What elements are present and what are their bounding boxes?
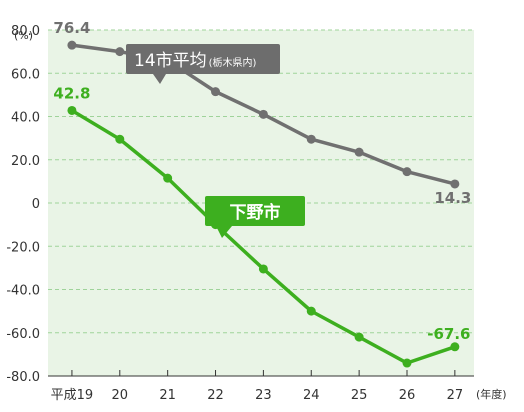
callout-pointer-gray [153, 74, 166, 84]
data-labels: 76.4 14.3 42.8 -67.6 [53, 19, 471, 343]
x-tick-label: 23 [255, 388, 272, 403]
data-label-first: 42.8 [53, 84, 90, 102]
data-point [354, 147, 364, 157]
data-point [115, 134, 125, 144]
x-tick-marks [71, 370, 456, 376]
data-point [402, 358, 412, 368]
series-name-shimotsuke: 下野市 [230, 202, 281, 223]
x-tick-label: 24 [303, 388, 320, 403]
data-point [402, 167, 412, 177]
x-tick-label: 26 [399, 388, 416, 403]
callout-14-city-average: 14市平均 (栃木県内) [126, 44, 280, 84]
data-point [450, 342, 460, 352]
x-unit-label: (年度) [476, 387, 507, 401]
x-tick-label: 25 [351, 388, 368, 403]
data-point [354, 332, 364, 342]
x-tick-label: 20 [112, 388, 129, 403]
x-tick-label: 平成19 [51, 388, 94, 403]
data-point [211, 87, 221, 97]
y-tick-label: 80.0 [11, 24, 40, 39]
x-tick-label: 22 [207, 388, 224, 403]
series-name-14-city: 14市平均 [134, 51, 207, 71]
series-note-tochigi: (栃木県内) [209, 56, 257, 69]
data-point [67, 105, 77, 115]
x-tick-labels: 平成19 20 21 22 23 24 25 26 27 [51, 388, 463, 403]
y-tick-label: -20.0 [6, 240, 40, 255]
callout-pointer-green [216, 226, 232, 238]
x-tick-label: 21 [159, 388, 176, 403]
data-point [258, 264, 268, 274]
callout-box-green [205, 196, 305, 226]
data-label-last: 14.3 [434, 189, 471, 207]
data-label-first: 76.4 [53, 19, 90, 37]
data-label-last: -67.6 [427, 325, 470, 343]
data-point [450, 179, 460, 189]
callout-box-gray [126, 44, 280, 74]
data-point [163, 173, 173, 183]
callout-shimotsuke: 下野市 [205, 196, 305, 238]
y-tick-label: 20.0 [11, 154, 40, 169]
y-tick-label: 0 [32, 197, 40, 212]
y-tick-label: 60.0 [11, 67, 40, 82]
svg-text:14市平均(栃木県内): 14市平均 (栃木県内) [134, 51, 257, 71]
y-tick-label: -60.0 [6, 327, 40, 342]
data-point [67, 40, 77, 50]
data-point [115, 47, 125, 57]
data-point [306, 134, 316, 144]
y-unit-label: (%) [14, 29, 33, 42]
y-tick-label: -40.0 [6, 284, 40, 299]
data-point [258, 109, 268, 119]
x-tick-label: 27 [447, 388, 464, 403]
y-tick-labels: 80.0 60.0 40.0 20.0 0 -20.0 -40.0 -60.0 -80.0 [6, 24, 40, 385]
data-point [306, 306, 316, 316]
y-tick-label: -80.0 [6, 370, 40, 385]
y-tick-label: 40.0 [11, 111, 40, 126]
